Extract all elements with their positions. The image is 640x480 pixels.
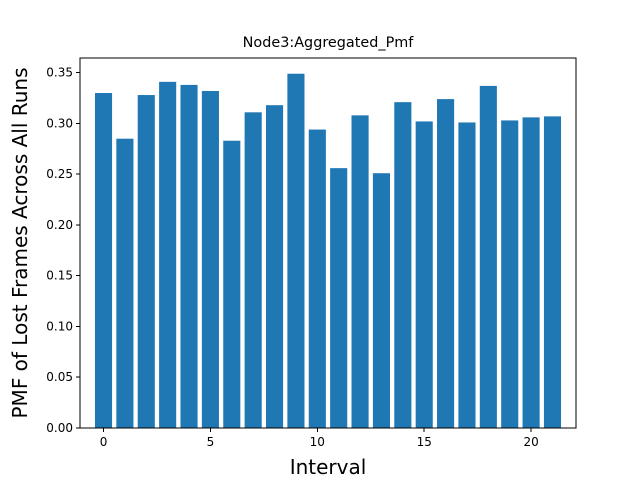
x-tick-label: 20 bbox=[523, 435, 538, 449]
y-tick-label: 0.25 bbox=[46, 167, 73, 181]
bar-interval-6 bbox=[223, 140, 241, 429]
bar-interval-4 bbox=[180, 84, 198, 429]
x-tick-label: 15 bbox=[417, 435, 432, 449]
bar-interval-8 bbox=[266, 105, 284, 428]
y-tick-label: 0.15 bbox=[46, 269, 73, 283]
bar-interval-15 bbox=[415, 121, 433, 428]
chart-title: Node3:Aggregated_Pmf bbox=[243, 35, 415, 51]
x-tick-label: 5 bbox=[207, 435, 215, 449]
bar-interval-18 bbox=[479, 85, 497, 428]
bar-interval-19 bbox=[501, 120, 519, 429]
y-tick-label: 0.05 bbox=[46, 370, 73, 384]
y-tick-label: 0.20 bbox=[46, 218, 73, 232]
y-axis-label: PMF of Lost Frames Across All Runs bbox=[8, 67, 32, 418]
plot-frame bbox=[79, 57, 577, 429]
y-tick-label: 0.10 bbox=[46, 319, 73, 333]
bar-interval-13 bbox=[372, 173, 390, 428]
bar-interval-21 bbox=[543, 116, 562, 429]
bar-interval-5 bbox=[201, 90, 219, 429]
x-axis-ticks: 0 5 10 15 20 bbox=[100, 428, 539, 449]
y-tick-label: 0.30 bbox=[46, 116, 73, 130]
y-axis-ticks: 0.00 0.05 0.10 0.15 0.20 0.25 0.30 0.35 bbox=[46, 66, 80, 435]
bar-interval-11 bbox=[330, 168, 348, 428]
y-tick-label: 0.00 bbox=[46, 421, 73, 435]
bar-interval-20 bbox=[522, 117, 540, 428]
x-axis-label: Interval bbox=[290, 455, 367, 479]
x-tick-label: 10 bbox=[310, 435, 325, 449]
bar-interval-9 bbox=[287, 73, 305, 428]
bar-interval-1 bbox=[116, 138, 134, 428]
bar-interval-10 bbox=[308, 129, 326, 428]
bar-interval-12 bbox=[351, 115, 369, 428]
bar-interval-17 bbox=[458, 122, 476, 429]
bar-interval-14 bbox=[394, 102, 412, 428]
bars-group bbox=[94, 73, 562, 429]
y-tick-label: 0.35 bbox=[46, 66, 73, 80]
x-tick-label: 0 bbox=[100, 435, 108, 449]
bar-interval-2 bbox=[137, 95, 155, 429]
bar-interval-7 bbox=[244, 112, 262, 428]
bar-interval-0 bbox=[94, 93, 113, 429]
bar-interval-16 bbox=[437, 99, 455, 429]
bar-interval-3 bbox=[159, 81, 177, 428]
